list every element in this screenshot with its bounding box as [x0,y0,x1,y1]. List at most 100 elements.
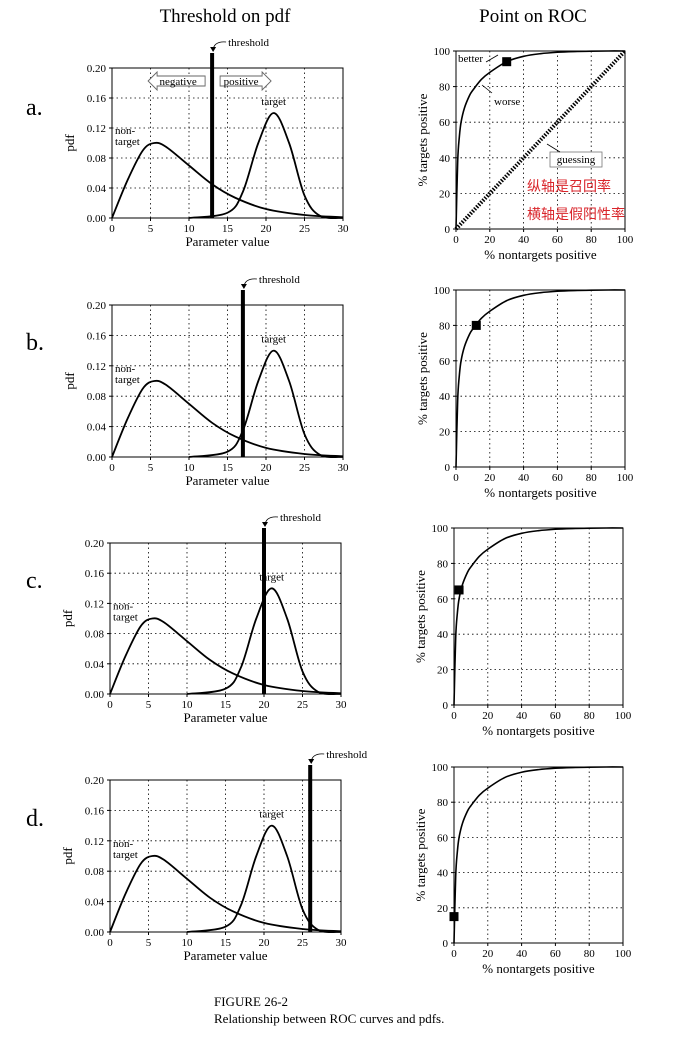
roc-tick-label-x: 40 [518,234,530,246]
pdf-tick-label-x: 15 [222,223,234,235]
pdf-tick-label-x: 25 [297,937,309,949]
roc-tick-label-x: 40 [516,948,528,960]
pdf-tick-label-y: 0.20 [85,538,105,550]
pdf-tick-label-x: 15 [220,699,232,711]
roc-tick-label-x: 80 [584,710,596,722]
roc-tick-label-x: 100 [617,472,634,484]
roc-ylabel: % targets positive [413,570,428,663]
pdf-tick-label-x: 10 [182,699,194,711]
panel-label: b. [26,330,44,356]
roc-operating-point [449,912,459,922]
worse-label: worse [494,96,520,108]
pdf-target-curve [188,349,344,459]
pdf-tick-label-x: 30 [336,937,348,949]
pdf-tick-label-y: 0.12 [85,598,104,610]
nontarget-label-line2: target [113,611,138,623]
roc-ylabel: % targets positive [415,93,430,186]
caption-title: FIGURE 26-2 [214,994,288,1009]
better-label: better [458,53,483,65]
roc-tick-label-y: 60 [439,117,451,129]
pdf-tick-label-y: 0.08 [87,391,107,403]
roc-tick-label-y: 20 [439,188,451,200]
pdf-xlabel: Parameter value [183,948,267,963]
roc-xlabel: % nontargets positive [484,485,597,500]
roc-tick-label-y: 0 [445,224,451,236]
roc-ylabel: % targets positive [415,332,430,425]
pdf-ylabel: pdf [62,134,77,152]
pdf-nontarget-curve [111,141,344,219]
roc-tick-label-y: 100 [432,523,449,535]
roc-curve [455,289,626,468]
roc-operating-point [502,57,512,67]
roc-tick-label-y: 60 [437,832,449,844]
roc-chart: 00 20 20 40 40 60 60 80 80 100 100 % nontargets pos… [413,523,632,738]
target-label: target [261,96,286,108]
pdf-tick-label-y: 0.00 [87,213,107,225]
roc-chart: 00 20 20 40 40 60 60 80 80 100 100 % nontargets pos… [413,762,632,976]
roc-operating-point [471,320,481,330]
annotation-recall: 纵轴是召回率 [527,178,611,195]
panel-label: c. [26,568,43,594]
pdf-tick-label-x: 5 [148,223,154,235]
roc-tick-label-x: 60 [550,710,562,722]
pdf-tick-label-x: 0 [109,462,115,474]
pdf-target-curve [186,824,342,934]
roc-chart: 00 20 20 40 40 60 60 80 80 100 100 % nontargets pos… [415,285,634,500]
roc-plot-frame [455,50,626,230]
roc-tick-label-y: 60 [437,594,449,606]
threshold-pointer-arrowhead [262,522,268,527]
roc-tick-label-y: 100 [432,762,449,774]
pdf-tick-label-y: 0.16 [85,568,105,580]
roc-tick-label-y: 20 [437,665,449,677]
pdf-tick-label-x: 5 [146,937,152,949]
target-label: target [259,809,284,821]
threshold-pointer-arrowhead [210,47,217,52]
negative-label: negative [159,76,196,88]
threshold-pointer-arrowhead [308,759,315,764]
roc-curve [453,766,624,944]
right-column-title: Point on ROC [479,6,587,27]
panel-label: d. [26,806,44,832]
roc-tick-label-y: 0 [443,938,449,950]
pdf-tick-label-x: 15 [222,462,234,474]
threshold-label: threshold [228,37,269,49]
pdf-tick-label-x: 20 [261,462,273,474]
roc-tick-label-x: 0 [453,234,459,246]
roc-tick-label-y: 40 [437,868,449,880]
guessing-diagonal [454,49,627,231]
pdf-tick-label-y: 0.16 [87,93,107,105]
positive-arrow [219,70,272,92]
roc-tick-label-y: 40 [437,629,449,641]
pdf-tick-label-x: 30 [338,223,350,235]
roc-tick-label-x: 0 [453,472,459,484]
roc-tick-label-y: 80 [439,320,451,332]
roc-tick-label-x: 0 [451,710,457,722]
threshold-label: threshold [259,274,300,286]
roc-tick-label-x: 100 [615,710,632,722]
roc-curve [453,527,624,706]
roc-tick-label-x: 100 [615,948,632,960]
nontarget-label-line1: non- [115,125,136,137]
roc-tick-label-y: 100 [434,285,451,297]
roc-tick-label-x: 100 [617,234,634,246]
threshold-pointer-line [264,516,279,526]
nontarget-label-line2: target [115,136,140,148]
pdf-nontarget-curve [111,379,344,458]
nontarget-label-line1: non- [113,838,134,850]
threshold-pointer-arrowhead [240,284,247,289]
pdf-tick-label-y: 0.04 [85,897,105,909]
pdf-tick-label-x: 20 [261,223,273,235]
pdf-ylabel: pdf [60,609,75,627]
pdf-tick-label-x: 10 [184,223,196,235]
pdf-tick-label-x: 10 [182,937,194,949]
pdf-ylabel: pdf [62,372,77,390]
caption-text: Relationship between ROC curves and pdfs… [214,1011,444,1026]
better-pointer [485,54,499,63]
panel-1: a. 0 5 10 15 20 25 30 0.00 0.04 0.08 0.12 0.16 0.20 Pa… [26,37,634,262]
roc-tick-label-y: 80 [437,797,449,809]
pdf-tick-label-x: 25 [297,699,309,711]
pdf-tick-label-y: 0.08 [85,866,105,878]
roc-plot-frame [453,766,624,944]
roc-tick-label-y: 0 [445,462,451,474]
